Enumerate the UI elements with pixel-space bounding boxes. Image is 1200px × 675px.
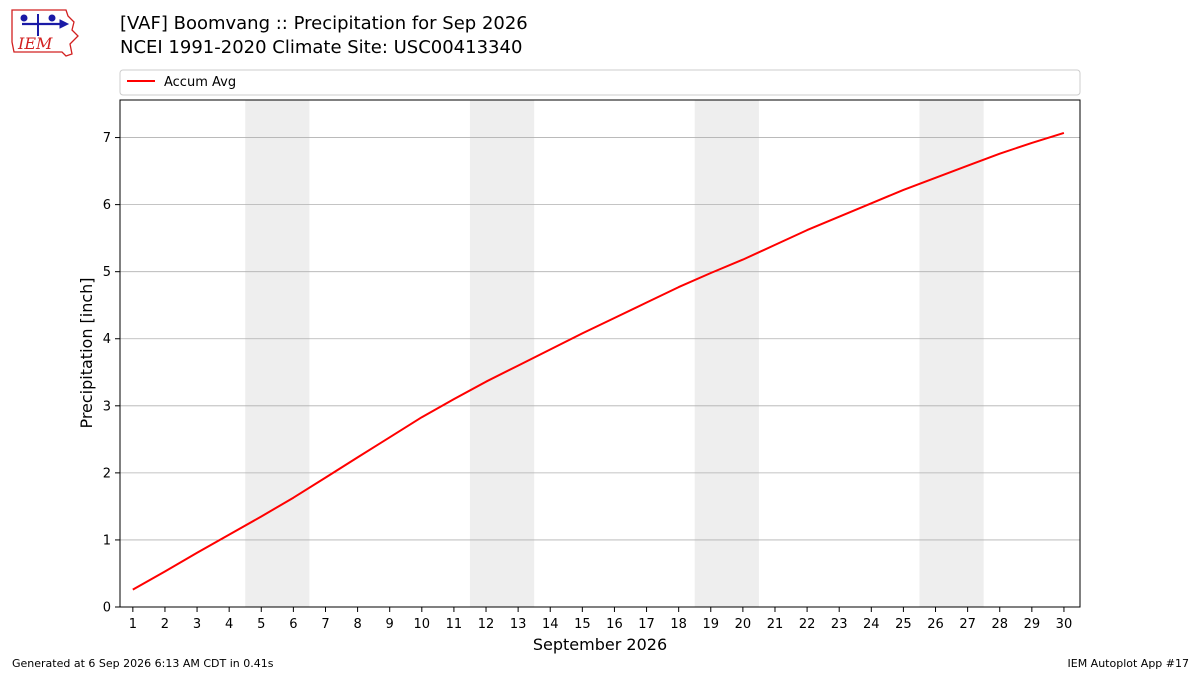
x-axis-label: September 2026 [533, 635, 667, 654]
x-tick-label: 8 [353, 617, 361, 632]
y-tick-label: 1 [103, 533, 111, 548]
weekend-band [245, 100, 310, 607]
x-tick-label: 6 [289, 617, 297, 632]
chart-subtitle: NCEI 1991-2020 Climate Site: USC00413340 [120, 37, 523, 58]
x-tick-label: 13 [510, 617, 527, 632]
legend: Accum Avg [119, 69, 1081, 96]
x-tick-label: 11 [446, 617, 463, 632]
y-tick-label: 2 [103, 466, 111, 481]
iem-logo: IEM [11, 9, 79, 57]
x-tick-label: 23 [831, 617, 848, 632]
y-tick-label: 3 [103, 399, 111, 414]
weekend-band [469, 100, 535, 607]
grid-lines [120, 137, 1080, 541]
x-tick-label: 17 [638, 617, 655, 632]
x-tick-label: 19 [702, 617, 719, 632]
y-axis-label: Precipitation [inch] [77, 277, 96, 428]
x-tick-label: 2 [161, 617, 169, 632]
x-tick-label: 24 [863, 617, 880, 632]
x-tick-label: 4 [225, 617, 233, 632]
y-axis: 0 1 2 3 4 5 6 7 [103, 131, 120, 616]
y-tick-label: 6 [103, 198, 111, 213]
generated-note: Generated at 6 Sep 2026 6:13 AM CDT in 0… [12, 657, 274, 670]
x-tick-label: 30 [1056, 617, 1073, 632]
weather-vane-icon [20, 14, 70, 36]
x-tick-label: 10 [414, 617, 431, 632]
legend-label: Accum Avg [164, 75, 236, 90]
app-id: IEM Autoplot App #17 [1067, 657, 1190, 670]
weekend-band [919, 100, 984, 607]
x-tick-label: 18 [670, 617, 687, 632]
x-tick-label: 25 [895, 617, 912, 632]
x-tick-label: 3 [193, 617, 201, 632]
y-tick-label: 0 [103, 601, 111, 616]
x-tick-label: 22 [799, 617, 816, 632]
y-tick-label: 5 [103, 265, 111, 280]
x-tick-label: 15 [574, 617, 591, 632]
x-tick-label: 29 [1024, 617, 1041, 632]
x-tick-label: 28 [991, 617, 1008, 632]
x-tick-label: 12 [478, 617, 495, 632]
legend-box [119, 69, 1081, 96]
x-tick-label: 9 [386, 617, 394, 632]
x-tick-label: 14 [542, 617, 559, 632]
x-tick-label: 26 [927, 617, 944, 632]
x-tick-label: 7 [321, 617, 329, 632]
series-layer [132, 131, 1065, 591]
y-tick-label: 7 [103, 131, 111, 146]
series-line-accum-avg [132, 131, 1065, 591]
x-tick-label: 27 [959, 617, 976, 632]
x-tick-label: 5 [257, 617, 265, 632]
weekend-band [694, 100, 759, 607]
x-axis: 1 2 3 4 5 6 7 8 9 10 11 12 13 14 15 16 17 18 19 20 21 22 23 24 2… [129, 607, 1073, 632]
x-tick-label: 16 [606, 617, 623, 632]
weekend-bands [245, 100, 984, 607]
x-tick-label: 20 [735, 617, 752, 632]
x-tick-label: 21 [767, 617, 784, 632]
x-tick-label: 1 [129, 617, 137, 632]
chart-title: [VAF] Boomvang :: Precipitation for Sep … [120, 13, 528, 34]
plot-frame [119, 99, 1081, 608]
logo-text: IEM [17, 34, 53, 53]
y-tick-label: 4 [103, 332, 111, 347]
